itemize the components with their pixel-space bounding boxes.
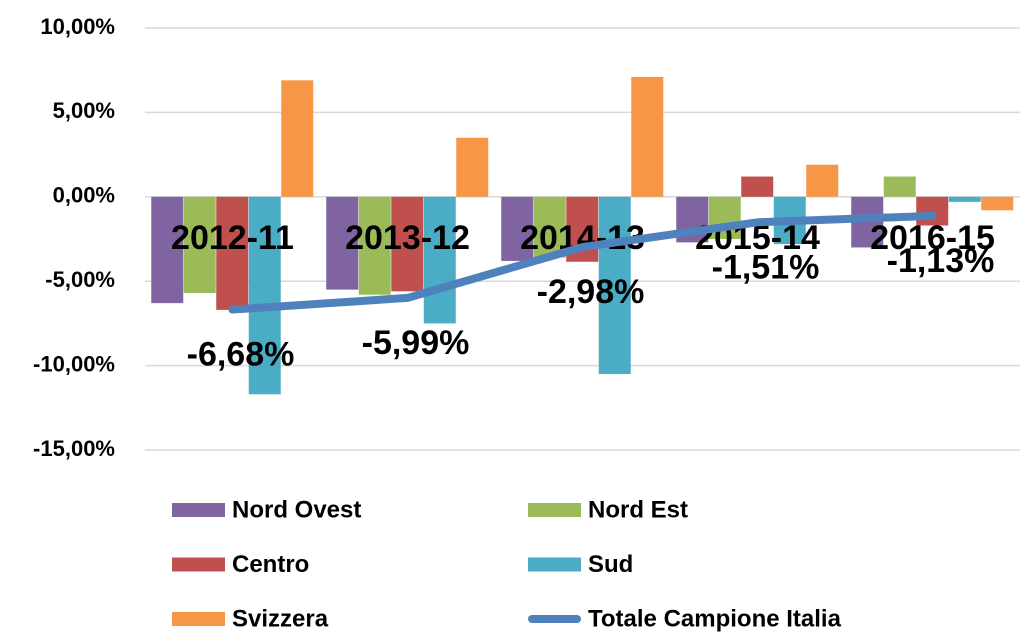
bar	[391, 196, 424, 292]
x-tick-label: 2013-12	[345, 219, 470, 257]
bar	[631, 76, 664, 197]
bar	[806, 164, 839, 197]
bar	[326, 196, 359, 290]
data-label: -6,68%	[187, 336, 295, 374]
legend-swatch	[528, 557, 581, 572]
bar	[423, 196, 456, 324]
bar	[183, 196, 216, 294]
bar	[948, 196, 981, 202]
bar	[456, 137, 489, 197]
data-label: -5,99%	[362, 324, 470, 362]
legend-label: Sud	[588, 551, 633, 578]
bar	[883, 176, 916, 197]
legend-label: Centro	[232, 551, 309, 578]
bar	[358, 196, 391, 295]
legend-swatch	[172, 503, 225, 517]
legend-label: Totale Campione Italia	[588, 605, 842, 632]
y-tick-label: -5,00%	[45, 267, 115, 292]
bar	[281, 80, 314, 197]
bar	[216, 196, 249, 310]
bar	[151, 196, 184, 304]
y-tick-label: -10,00%	[33, 351, 115, 376]
legend-swatch	[172, 612, 225, 626]
bar	[741, 176, 774, 197]
data-label: -1,51%	[712, 248, 820, 286]
bar	[533, 196, 566, 258]
y-tick-label: 5,00%	[53, 98, 115, 123]
bar	[248, 196, 281, 395]
legend-label: Svizzera	[232, 605, 329, 632]
bar	[916, 196, 949, 226]
bar	[981, 196, 1014, 211]
y-tick-label: 10,00%	[40, 14, 115, 39]
bar	[598, 196, 631, 375]
line	[228, 211, 937, 314]
legend-label: Nord Ovest	[232, 496, 361, 523]
y-tick-label: -15,00%	[33, 436, 115, 461]
x-tick-label: 2016-15	[870, 219, 995, 257]
legend-label: Nord Est	[588, 496, 688, 523]
y-tick-label: 0,00%	[53, 183, 115, 208]
data-label: -1,13%	[887, 242, 995, 280]
bar	[501, 196, 534, 261]
data-label: -2,98%	[537, 273, 645, 311]
legend-swatch	[172, 557, 225, 572]
legend-swatch	[528, 503, 581, 517]
x-tick-label: 2012-11	[171, 219, 294, 257]
